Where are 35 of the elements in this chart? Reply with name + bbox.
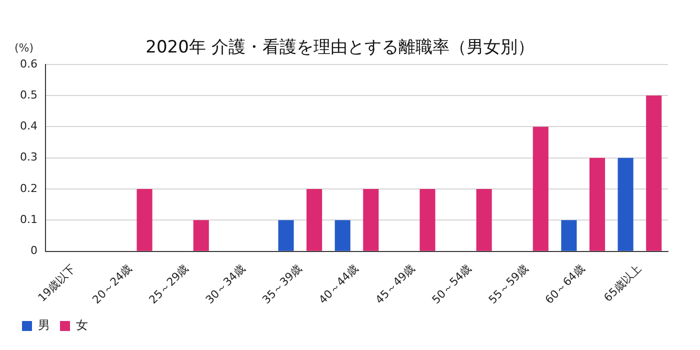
y-tick-label: 0.6 <box>20 57 38 70</box>
bar <box>193 220 209 251</box>
bar <box>136 189 152 251</box>
x-tick-label: 60～64歳 <box>542 262 588 306</box>
y-tick-label: 0.4 <box>20 120 38 133</box>
bar <box>420 189 436 251</box>
y-tick-label: 0.2 <box>20 182 38 195</box>
bar <box>476 189 492 251</box>
bar <box>646 96 662 251</box>
x-tick-label: 40～44歳 <box>316 262 361 306</box>
bar <box>532 126 548 251</box>
y-tick-label: 0.3 <box>20 150 38 164</box>
x-tick-label: 55～59歳 <box>486 262 531 306</box>
y-axis-title: (%) <box>14 41 34 54</box>
bar <box>278 220 294 251</box>
x-tick-label: 35～39歳 <box>260 262 304 306</box>
y-tick-label: 0.5 <box>20 88 38 102</box>
bar <box>306 189 322 251</box>
y-tick-label: 0.1 <box>20 213 38 226</box>
x-tick-label: 20～24歳 <box>90 262 135 306</box>
bar <box>589 158 606 251</box>
x-tick-label: 50～54歳 <box>430 262 474 306</box>
x-tick-label: 65歳以上 <box>601 262 644 304</box>
x-tick-label: 19歳以下 <box>36 262 78 304</box>
bar <box>561 220 577 251</box>
bar <box>618 158 634 251</box>
x-tick-label: 45～49歳 <box>372 262 418 306</box>
legend-label: 女 <box>76 318 88 332</box>
x-tick-label: 25～29歳 <box>146 262 192 306</box>
bar <box>363 189 379 251</box>
legend-label: 男 <box>38 318 50 332</box>
y-tick-label: 0 <box>30 244 38 258</box>
chart-title: 2020年 介護・看護を理由とする離職率（男女別） <box>146 38 534 58</box>
x-tick-label: 30～34歳 <box>203 262 248 306</box>
bar <box>334 220 350 251</box>
